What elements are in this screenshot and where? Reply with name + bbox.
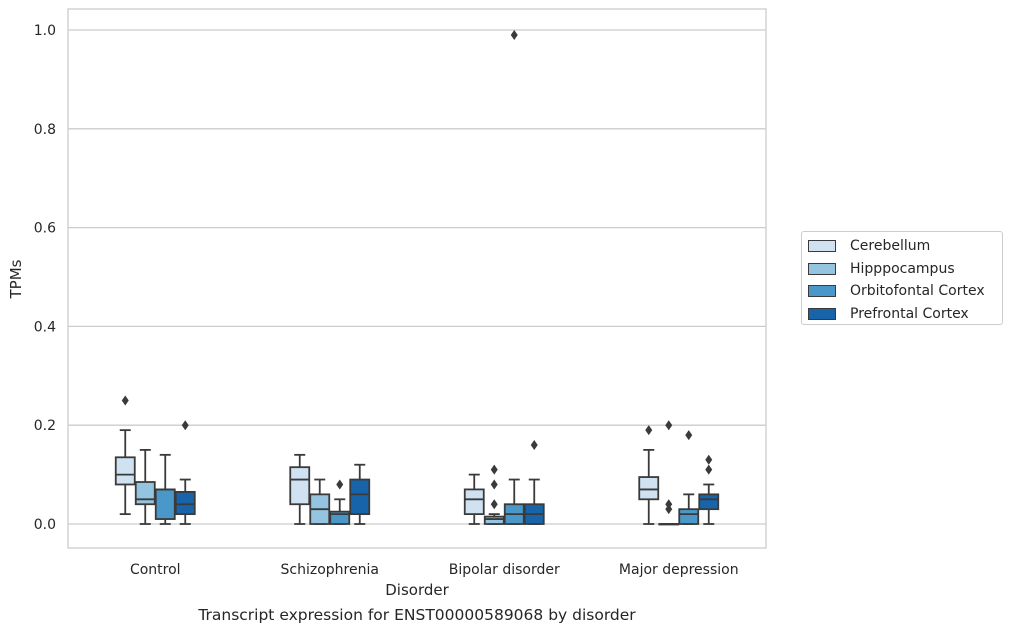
- legend-label: Orbitofontal Cortex: [850, 283, 985, 300]
- x-tick-label: Control: [130, 562, 181, 578]
- box-prefrontal-cortex: [523, 439, 545, 525]
- box-orbitofontal-cortex: [503, 29, 525, 525]
- box-orbitofontal-cortex: [678, 430, 700, 525]
- figure-caption: Transcript expression for ENST0000058906…: [198, 606, 636, 624]
- box-hipppocampus: [309, 478, 331, 525]
- legend-label: Hipppocampus: [850, 260, 955, 277]
- box-body: [174, 490, 196, 516]
- box-hipppocampus: [134, 448, 156, 525]
- legend-item: Orbitofontal Cortex: [808, 280, 1002, 303]
- box-cerebellum: [114, 395, 136, 516]
- box-body: [638, 476, 660, 501]
- outlier-point: [490, 464, 498, 475]
- box-cerebellum: [638, 425, 660, 525]
- box-cerebellum: [289, 453, 311, 525]
- y-tick-label: 0.0: [34, 517, 56, 533]
- boxes: [114, 29, 720, 526]
- x-axis-label: Disorder: [385, 581, 449, 599]
- outlier-point: [336, 479, 344, 490]
- outlier-point: [665, 499, 673, 510]
- legend-label: Prefrontal Cortex: [850, 305, 969, 322]
- outlier-point: [685, 430, 693, 441]
- outlier-point: [181, 420, 189, 431]
- box-orbitofontal-cortex: [329, 479, 351, 525]
- box-body: [349, 478, 371, 516]
- y-tick-label: 1.0: [34, 23, 56, 39]
- y-tick-labels: 0.0 0.2 0.4 0.6 0.8 1.0: [34, 23, 56, 533]
- outlier-point: [510, 29, 518, 40]
- box-body: [678, 508, 700, 525]
- legend: Cerebellum Hipppocampus Orbitofontal Corte…: [801, 231, 1003, 325]
- box-body: [154, 488, 176, 520]
- legend-item: Cerebellum: [808, 235, 1002, 258]
- outlier-point: [530, 439, 538, 450]
- gridlines: [68, 29, 766, 525]
- outlier-point: [121, 395, 129, 406]
- outlier-point: [490, 499, 498, 510]
- legend-item: Hipppocampus: [808, 258, 1002, 281]
- legend-item: Prefrontal Cortex: [808, 303, 1002, 326]
- box-hipppocampus: [483, 464, 505, 525]
- outlier-point: [645, 425, 653, 436]
- y-tick-label: 0.4: [34, 319, 56, 335]
- box-prefrontal-cortex: [698, 454, 720, 525]
- legend-label: Cerebellum: [850, 238, 931, 255]
- y-tick-label: 0.6: [34, 221, 56, 237]
- box-cerebellum: [463, 473, 485, 525]
- box-body: [463, 488, 485, 516]
- x-tick-label: Major depression: [619, 562, 739, 578]
- box-hipppocampus: [658, 420, 680, 526]
- y-axis-label: TPMs: [7, 259, 25, 299]
- outlier-point: [705, 464, 713, 475]
- outlier-point: [665, 420, 673, 431]
- legend-swatch: [808, 307, 836, 320]
- box-body: [698, 493, 720, 511]
- legend-swatch: [808, 285, 836, 298]
- box-orbitofontal-cortex: [154, 453, 176, 525]
- x-tick-labels: Control Schizophrenia Bipolar disorder Majo…: [130, 562, 739, 578]
- x-tick-label: Schizophrenia: [281, 562, 379, 578]
- legend-swatch: [808, 262, 836, 275]
- box-body: [483, 515, 505, 525]
- x-tick-label: Bipolar disorder: [449, 562, 560, 578]
- y-tick-label: 0.2: [34, 418, 56, 434]
- legend-swatch: [808, 240, 836, 253]
- box-body: [114, 456, 136, 486]
- box-body: [134, 481, 156, 506]
- box-prefrontal-cortex: [174, 420, 196, 525]
- outlier-point: [490, 479, 498, 490]
- box-prefrontal-cortex: [349, 463, 371, 525]
- y-tick-label: 0.8: [34, 122, 56, 138]
- box-body: [289, 466, 311, 506]
- plot-frame: [67, 8, 767, 549]
- outlier-point: [705, 454, 713, 465]
